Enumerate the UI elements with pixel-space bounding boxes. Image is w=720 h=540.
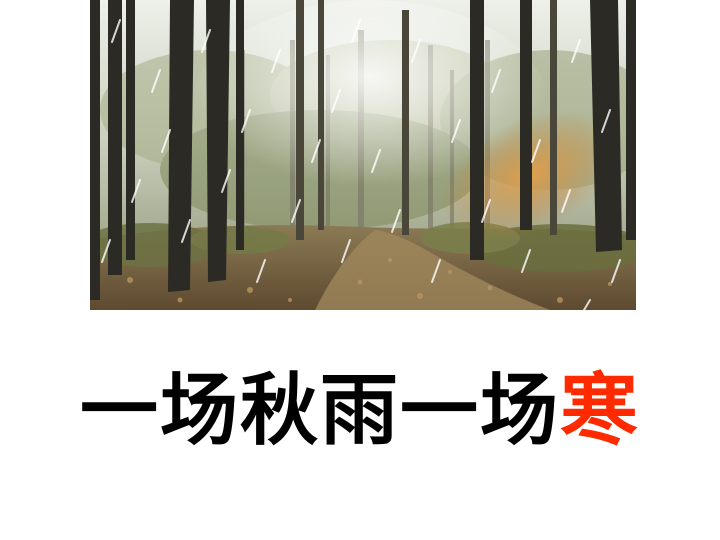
- caption-main-text: 一场秋雨一场: [79, 366, 560, 456]
- caption-accent-text: 寒: [560, 366, 641, 456]
- forest-rain-illustration: [90, 0, 636, 310]
- forest-rain-photo: [90, 0, 636, 310]
- slide-caption: 一场秋雨一场寒: [0, 366, 720, 456]
